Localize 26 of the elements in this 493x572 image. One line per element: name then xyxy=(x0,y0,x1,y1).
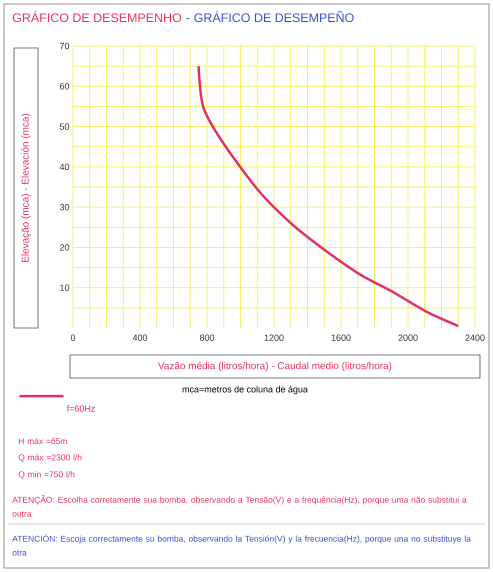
y-tick-label: 20 xyxy=(60,244,70,251)
text: H máx =65m xyxy=(18,438,67,444)
y-tick-label: 30 xyxy=(60,204,70,210)
y-tick-label: 70 xyxy=(60,42,70,50)
x-tick-label: 1200 xyxy=(264,334,284,341)
x-tick-label: 400 xyxy=(132,334,148,341)
text: f=60Hz xyxy=(66,405,95,412)
text: ATENÇÃO: Escolha corretamente sua bomba, observando a Tensão(V) e a frequência(Hz), porque uma não substitui a outra xyxy=(12,495,467,517)
text: mca=metros de coluna de água xyxy=(182,386,308,394)
y-axis-title: Elevação (mca) - Elevación (mca) xyxy=(21,114,31,262)
text: ATENCIÓN: Escoja correctamente su bomba, observando la Tensión(V) y la frecuencia(Hz), porque una no substituye la otra xyxy=(12,534,471,556)
y-tick-label: 40 xyxy=(60,164,70,170)
x-axis-title: Vazão média (litros/hora) - Caudal medio (litros/hora) xyxy=(158,362,392,372)
chart-subtitle: - GRÁFICO DE DESEMPEÑO xyxy=(186,11,354,22)
y-tick-label: 50 xyxy=(60,123,70,130)
x-tick-label: 2400 xyxy=(465,334,485,341)
y-tick-label: 10 xyxy=(60,284,70,291)
line-series xyxy=(197,64,460,328)
text: Q máx =2300 l/h xyxy=(18,454,82,462)
text: Q min =750 l/h xyxy=(18,471,74,479)
y-tick-label: 60 xyxy=(60,83,70,90)
x-tick-label: 2000 xyxy=(398,334,418,341)
x-tick-label: 1600 xyxy=(332,334,351,341)
x-tick-label: 0 xyxy=(70,334,76,341)
chart-title: GRÁFICO DE DESEMPENHO xyxy=(12,11,182,22)
x-tick-label: 800 xyxy=(200,334,214,341)
